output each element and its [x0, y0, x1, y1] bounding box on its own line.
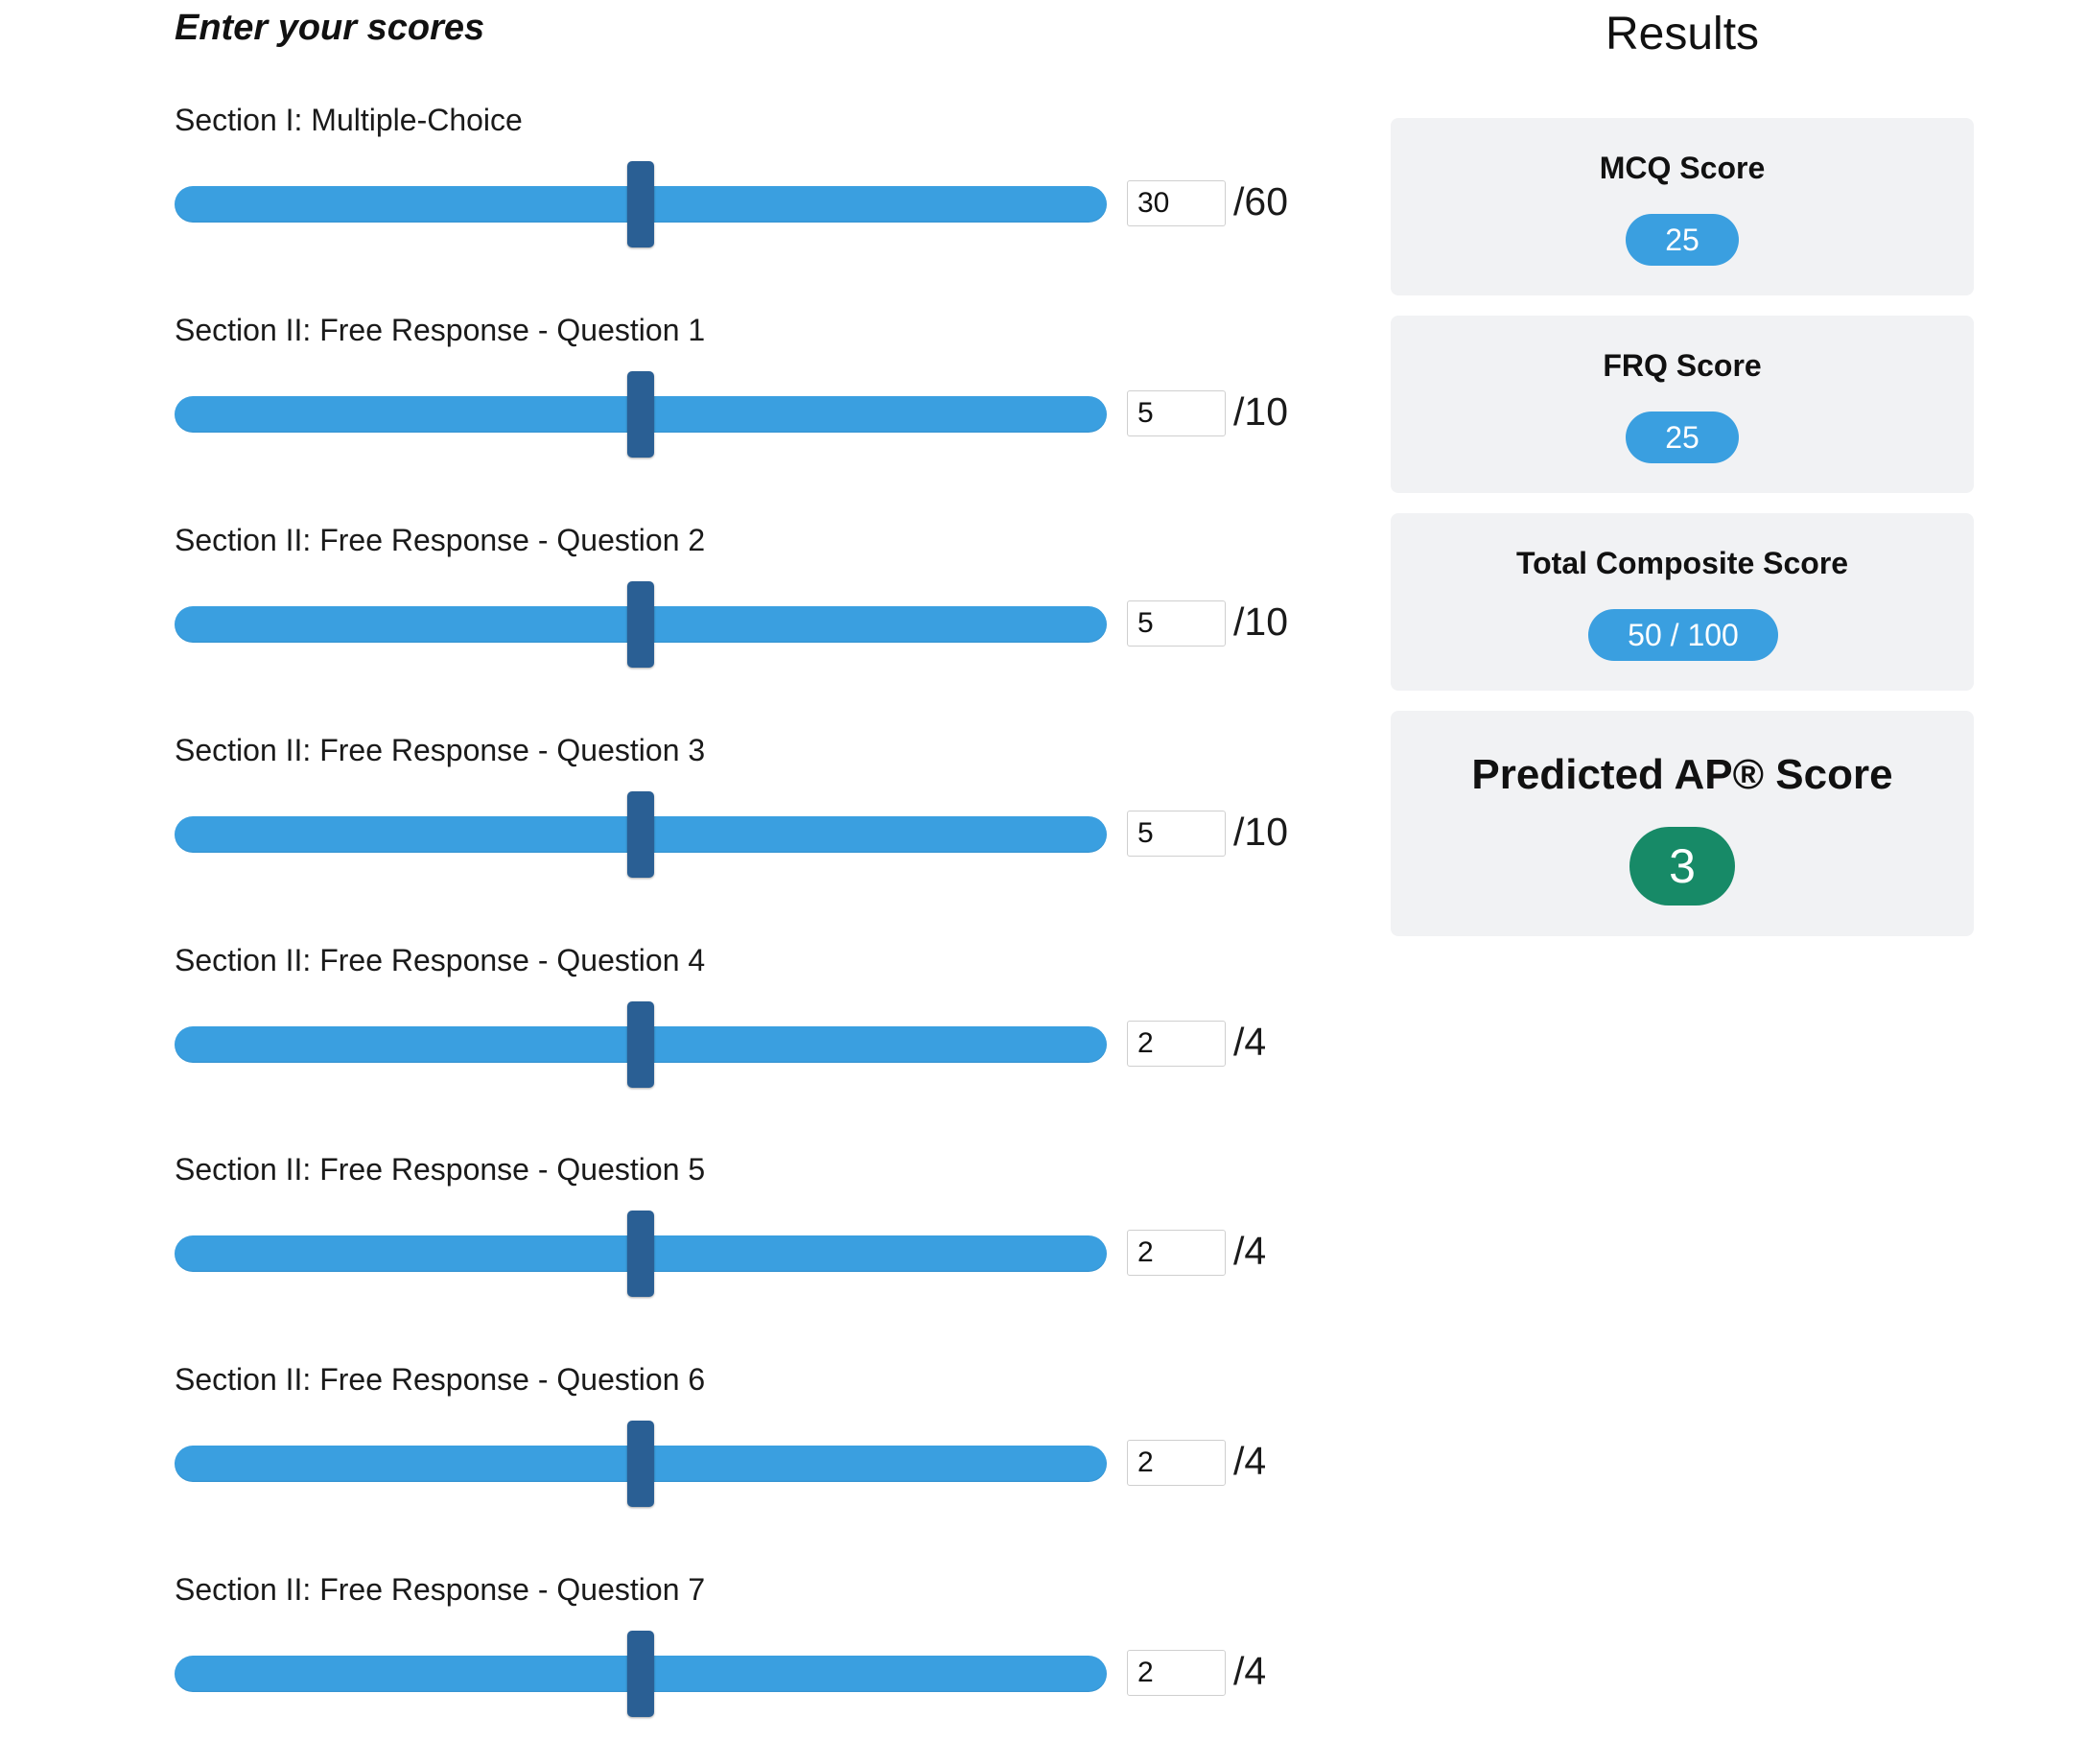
score-input[interactable] [1127, 600, 1226, 647]
score-input[interactable] [1127, 180, 1226, 226]
frq-score-value: 25 [1626, 412, 1739, 463]
max-score-label: /4 [1233, 1020, 1267, 1064]
section-label: Section II: Free Response - Question 5 [175, 1152, 706, 1187]
slider-thumb[interactable] [627, 791, 654, 878]
section-label: Section II: Free Response - Question 1 [175, 313, 706, 347]
mcq-score-card: MCQ Score 25 [1391, 118, 1974, 295]
slider-thumb[interactable] [627, 1211, 654, 1297]
score-slider[interactable] [175, 1631, 1107, 1717]
score-input[interactable] [1127, 1440, 1226, 1486]
section-label: Section II: Free Response - Question 7 [175, 1572, 706, 1607]
section-row-frq-3: Section II: Free Response - Question 3 /… [175, 733, 1306, 925]
composite-score-label: Total Composite Score [1515, 546, 1849, 580]
results-title: Results [1605, 9, 1760, 59]
score-input[interactable] [1127, 390, 1226, 436]
slider-thumb[interactable] [627, 1001, 654, 1088]
section-row-frq-7: Section II: Free Response - Question 7 /… [175, 1572, 1306, 1764]
max-score-label: /10 [1233, 389, 1288, 434]
predicted-ap-score-value: 3 [1629, 827, 1735, 906]
score-slider[interactable] [175, 161, 1107, 247]
score-entry-title: Enter your scores [175, 8, 485, 48]
slider-thumb[interactable] [627, 581, 654, 668]
frq-score-card: FRQ Score 25 [1391, 316, 1974, 493]
section-label: Section II: Free Response - Question 3 [175, 733, 706, 767]
mcq-score-value: 25 [1626, 214, 1739, 266]
composite-score-value: 50 / 100 [1588, 609, 1778, 661]
section-label: Section II: Free Response - Question 4 [175, 943, 706, 977]
slider-thumb[interactable] [627, 371, 654, 458]
max-score-label: /10 [1233, 810, 1288, 854]
section-row-frq-4: Section II: Free Response - Question 4 /… [175, 943, 1306, 1135]
frq-score-label: FRQ Score [1603, 348, 1762, 383]
score-input[interactable] [1127, 1230, 1226, 1276]
section-row-frq-2: Section II: Free Response - Question 2 /… [175, 523, 1306, 715]
section-row-frq-6: Section II: Free Response - Question 6 /… [175, 1362, 1306, 1554]
max-score-label: /4 [1233, 1649, 1267, 1693]
score-slider[interactable] [175, 371, 1107, 458]
section-label: Section II: Free Response - Question 2 [175, 523, 706, 557]
score-input[interactable] [1127, 1650, 1226, 1696]
section-label: Section II: Free Response - Question 6 [175, 1362, 706, 1397]
score-input[interactable] [1127, 811, 1226, 857]
section-row-frq-1: Section II: Free Response - Question 1 /… [175, 313, 1306, 505]
composite-score-card: Total Composite Score 50 / 100 [1391, 513, 1974, 691]
score-input[interactable] [1127, 1021, 1226, 1067]
predicted-ap-score-label: Predicted AP® Score [1471, 751, 1893, 798]
slider-thumb[interactable] [627, 161, 654, 247]
max-score-label: /10 [1233, 600, 1288, 644]
score-slider[interactable] [175, 1001, 1107, 1088]
slider-thumb[interactable] [627, 1631, 654, 1717]
slider-thumb[interactable] [627, 1421, 654, 1507]
score-slider[interactable] [175, 791, 1107, 878]
section-row-frq-5: Section II: Free Response - Question 5 /… [175, 1152, 1306, 1344]
mcq-score-label: MCQ Score [1599, 151, 1766, 185]
section-label: Section I: Multiple-Choice [175, 103, 523, 137]
max-score-label: /60 [1233, 179, 1288, 223]
score-slider[interactable] [175, 1421, 1107, 1507]
score-slider[interactable] [175, 581, 1107, 668]
score-slider[interactable] [175, 1211, 1107, 1297]
max-score-label: /4 [1233, 1439, 1267, 1483]
max-score-label: /4 [1233, 1229, 1267, 1273]
section-row-mcq: Section I: Multiple-Choice /60 [175, 103, 1306, 294]
predicted-ap-score-card: Predicted AP® Score 3 [1391, 711, 1974, 936]
